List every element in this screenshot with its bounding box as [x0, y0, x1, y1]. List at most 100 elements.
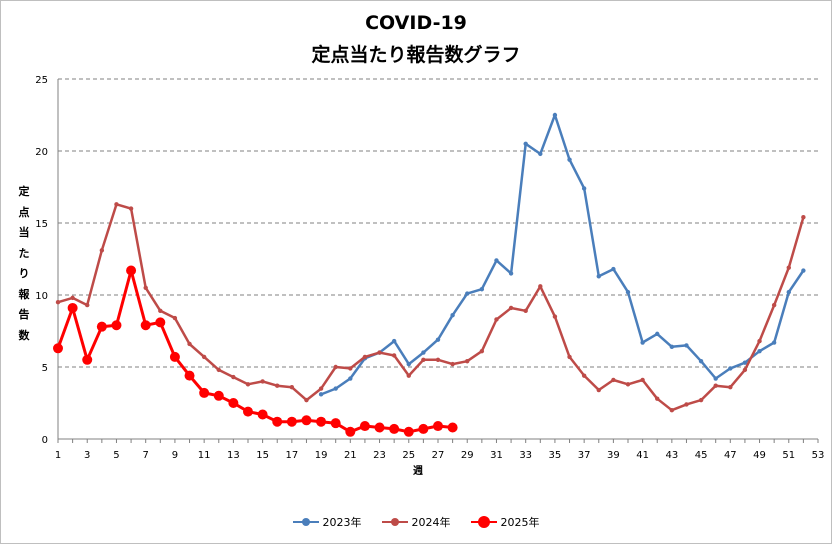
- data-point-series-2: [318, 386, 324, 391]
- data-point-series-3: [213, 390, 224, 401]
- y-tick-label: 10: [35, 291, 48, 302]
- series-line-2: [57, 203, 805, 412]
- data-point-series-1: [333, 386, 338, 391]
- data-point-series-2: [55, 300, 61, 305]
- data-point-series-2: [450, 361, 455, 367]
- x-tick-label: 5: [113, 450, 119, 461]
- data-point-series-3: [301, 415, 312, 426]
- x-tick-label: 45: [695, 450, 708, 461]
- legend-item: 2024年: [381, 514, 451, 530]
- data-point-series-3: [345, 426, 356, 437]
- x-tick-label: 15: [256, 450, 269, 461]
- data-point-series-2: [304, 397, 309, 403]
- y-tick-label: 15: [35, 219, 48, 230]
- x-tick-label: 9: [172, 450, 178, 461]
- data-point-series-1: [523, 141, 528, 146]
- data-point-series-1: [552, 112, 558, 118]
- data-point-series-3: [403, 426, 414, 437]
- data-point-series-2: [435, 357, 441, 362]
- data-point-series-3: [53, 343, 63, 354]
- x-tick-label: 51: [782, 450, 795, 461]
- data-point-series-1: [669, 344, 675, 350]
- legend-label: 2024年: [411, 516, 451, 529]
- data-point-series-2: [655, 396, 660, 401]
- data-point-series-1: [611, 266, 616, 272]
- data-point-series-2: [348, 366, 353, 371]
- x-tick-label: 43: [665, 450, 678, 461]
- data-point-series-2: [625, 382, 631, 387]
- data-point-series-1: [508, 271, 514, 276]
- legend-swatch: [470, 516, 497, 528]
- x-tick-label: 3: [84, 450, 90, 461]
- legend-swatch: [381, 517, 408, 527]
- data-point-series-1: [450, 312, 455, 318]
- legend-swatch: [292, 517, 319, 527]
- data-point-series-2: [201, 354, 207, 360]
- x-axis-label: 週: [413, 465, 423, 477]
- data-point-series-1: [728, 366, 733, 371]
- data-point-series-2: [742, 367, 748, 373]
- data-point-series-1: [581, 186, 587, 191]
- data-point-series-3: [126, 265, 137, 276]
- data-point-series-2: [70, 295, 75, 301]
- data-point-series-3: [67, 302, 78, 313]
- data-point-series-3: [418, 423, 429, 434]
- data-point-series-2: [114, 202, 119, 207]
- data-point-series-2: [333, 364, 338, 370]
- data-point-series-2: [669, 408, 675, 413]
- data-point-series-1: [698, 359, 704, 364]
- data-point-series-1: [406, 361, 411, 367]
- chart-title: COVID-19: [365, 12, 467, 34]
- data-point-series-2: [275, 383, 280, 388]
- data-point-series-2: [523, 308, 528, 314]
- legend-item: 2023年: [292, 514, 362, 530]
- x-tick-label: 25: [402, 450, 415, 461]
- data-point-series-2: [289, 384, 295, 390]
- x-tick-label: 11: [198, 450, 211, 461]
- data-point-series-2: [216, 367, 221, 373]
- data-point-series-2: [172, 315, 178, 321]
- legend: 2023年 2024年 2025年: [0, 514, 832, 530]
- data-point-series-1: [771, 340, 777, 345]
- data-point-series-3: [447, 422, 458, 433]
- data-point-series-1: [640, 340, 645, 345]
- data-point-series-2: [362, 354, 368, 360]
- data-point-series-2: [231, 374, 236, 380]
- data-point-series-1: [684, 343, 689, 348]
- data-point-series-1: [538, 151, 543, 157]
- data-point-series-2: [494, 317, 499, 322]
- x-tick-label: 53: [812, 450, 825, 461]
- chart-subtitle: 定点当たり報告数グラフ: [311, 44, 521, 66]
- x-tick-label: 35: [549, 450, 562, 461]
- data-point-series-2: [596, 387, 601, 393]
- data-point-series-2: [406, 373, 411, 378]
- y-tick-label: 25: [35, 75, 48, 86]
- data-point-series-2: [581, 373, 587, 378]
- data-point-series-2: [187, 341, 192, 347]
- data-point-series-2: [611, 377, 616, 383]
- data-point-series-3: [257, 409, 268, 420]
- y-tick-label: 0: [42, 435, 48, 446]
- data-point-series-3: [155, 317, 166, 328]
- x-tick-label: 29: [461, 450, 474, 461]
- x-tick-label: 17: [285, 450, 298, 461]
- data-point-series-1: [742, 360, 748, 365]
- data-point-series-1: [567, 157, 572, 162]
- data-point-series-3: [286, 416, 297, 427]
- data-point-series-2: [552, 314, 558, 319]
- x-tick-label: 31: [490, 450, 503, 461]
- data-point-series-2: [479, 348, 485, 354]
- data-point-series-2: [786, 265, 791, 270]
- x-tick-label: 27: [432, 450, 445, 461]
- x-tick-label: 13: [227, 450, 240, 461]
- data-point-series-2: [508, 305, 514, 311]
- data-point-series-1: [421, 350, 426, 355]
- data-point-series-2: [85, 302, 90, 308]
- y-axis-label: 定点当たり報告数: [18, 185, 30, 342]
- data-point-series-3: [243, 406, 253, 417]
- data-point-series-3: [433, 421, 443, 432]
- data-point-series-3: [140, 320, 151, 331]
- data-point-series-1: [391, 338, 397, 344]
- x-tick-label: 19: [315, 450, 328, 461]
